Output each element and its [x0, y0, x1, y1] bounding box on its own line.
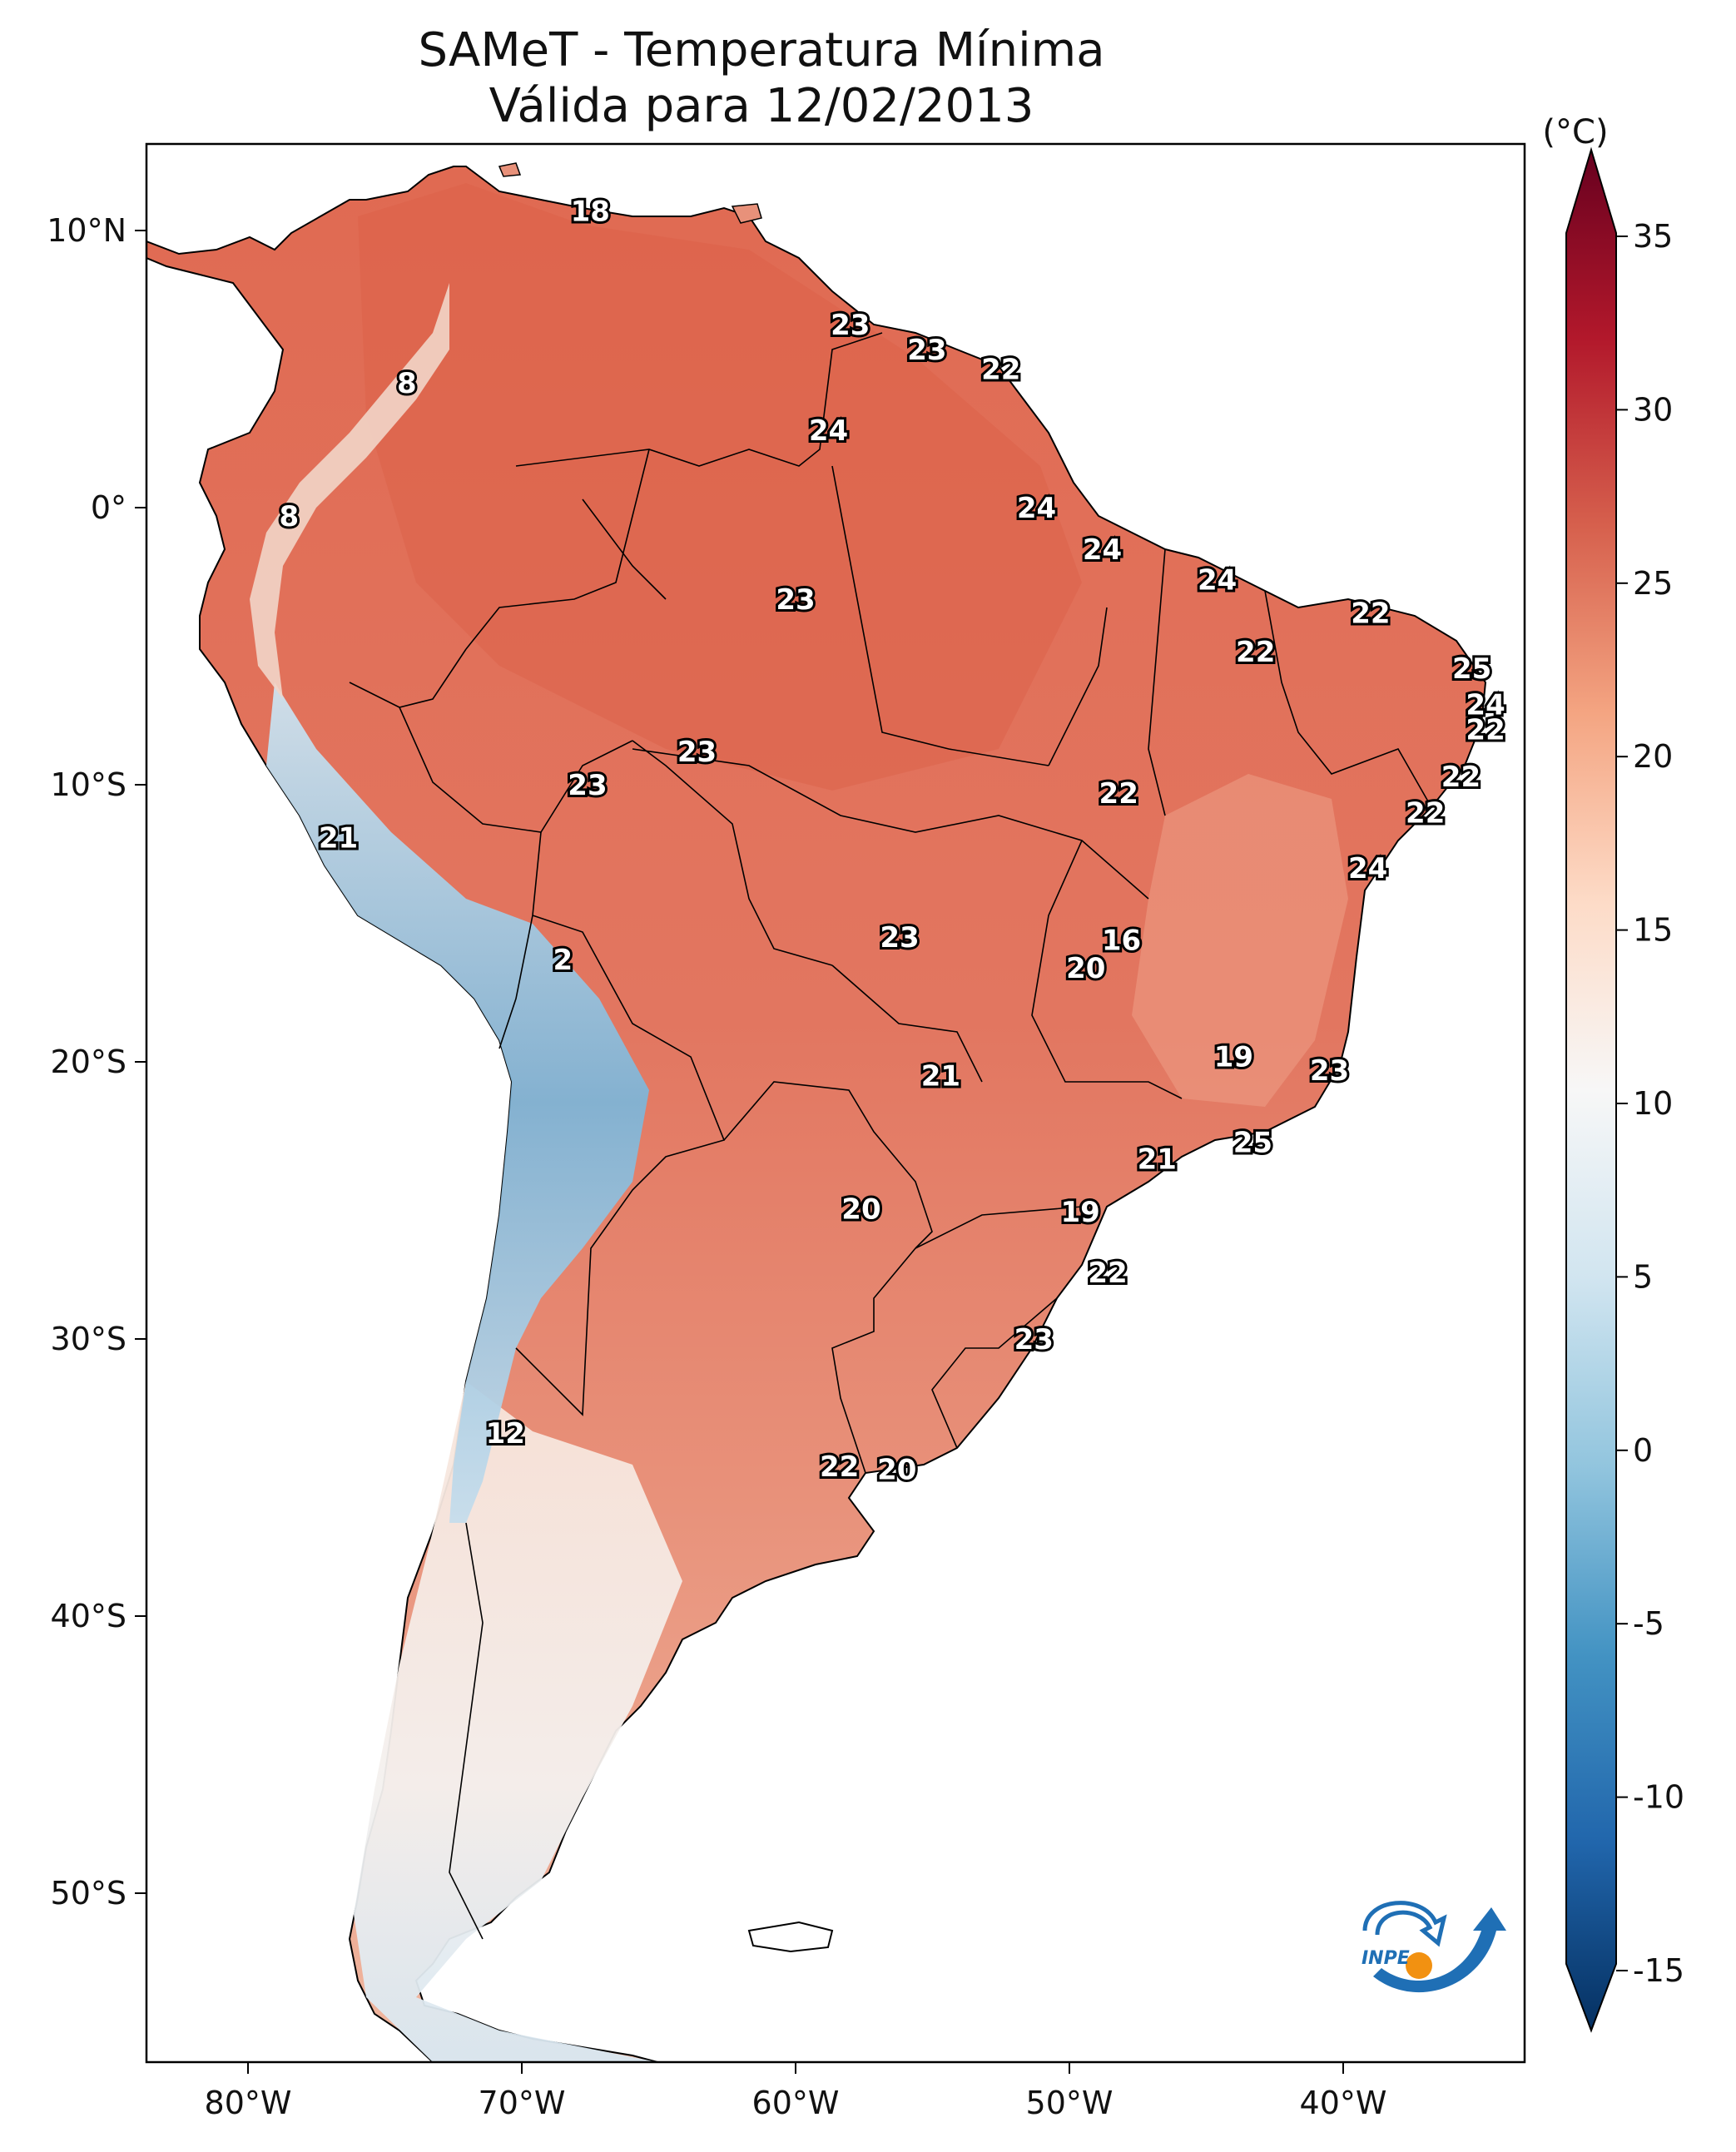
lat-tick-label: 10°S — [51, 766, 126, 803]
station-temperature-label: 22 — [981, 354, 1020, 387]
andes-cold-band — [266, 682, 649, 1523]
station-temperature-label: 21 — [319, 821, 358, 855]
caribbean-islands — [498, 162, 762, 224]
station-temperature-label: 22 — [820, 1450, 859, 1484]
station-temperature-label: 16 — [1102, 924, 1141, 957]
station-temperature-label: 21 — [921, 1060, 960, 1093]
station-temperature-label: 25 — [1233, 1127, 1272, 1160]
station-temperature-label: 23 — [880, 921, 919, 955]
lat-tick-label: 50°S — [51, 1875, 126, 1912]
station-temperature-label: 8 — [397, 367, 417, 400]
lon-tick-label: 60°W — [752, 2085, 840, 2121]
station-temperature-label: 23 — [568, 769, 607, 802]
station-temperature-label: 24 — [809, 414, 848, 448]
map-subtitle: Válida para 12/02/2013 — [489, 79, 1034, 133]
lon-tick-label: 50°W — [1026, 2085, 1114, 2121]
station-temperature-label: 22 — [1466, 713, 1505, 746]
station-temperature-label: 22 — [1236, 636, 1275, 669]
station-temperature-label: 25 — [1452, 652, 1491, 686]
station-temperature-label: 18 — [571, 196, 610, 229]
colorbar-tick-label: 20 — [1633, 738, 1673, 775]
patagonia-cool-region — [354, 1381, 682, 2062]
station-temperature-label: 23 — [1310, 1054, 1349, 1088]
colorbar-tick-label: 5 — [1633, 1258, 1653, 1295]
colorbar-tick-label: -5 — [1633, 1605, 1664, 1642]
station-temperature-label: 22 — [1406, 796, 1445, 830]
brazil-highland-region — [1132, 774, 1348, 1107]
colorbar-tick-label: -15 — [1633, 1952, 1684, 1989]
station-temperature-label: 24 — [1348, 852, 1387, 885]
lat-tick-label: 40°S — [51, 1598, 126, 1634]
colorbar-tick-label: 35 — [1633, 218, 1673, 255]
map-frame — [145, 142, 1526, 2064]
station-temperature-label: 2 — [553, 944, 573, 977]
station-temperature-label: 24 — [1466, 688, 1505, 721]
station-temperature-label: 20 — [1066, 952, 1105, 985]
colorbar-tick-label: 25 — [1633, 565, 1673, 602]
station-temperature-label: 19 — [1060, 1196, 1099, 1229]
station-temperature-label: 22 — [1099, 777, 1138, 811]
lon-tick-label: 40°W — [1300, 2085, 1387, 2121]
station-temperature-label: 19 — [1214, 1040, 1253, 1074]
lon-tick-label: 80°W — [205, 2085, 292, 2121]
station-temperature-label: 8 — [280, 500, 300, 533]
station-temperature-label: 23 — [1014, 1323, 1054, 1356]
colorbar-gradient — [1565, 146, 1617, 2033]
station-temperature-label: 23 — [831, 309, 870, 342]
station-temperature-label: 24 — [1083, 533, 1122, 567]
station-temperature-label: 23 — [907, 334, 946, 367]
station-labels: 1888232322242424242322222524222222242223… — [277, 193, 1508, 1490]
latitude-axis: 10°N 0° 10°S 20°S 30°S 40°S 50°S — [47, 212, 146, 1912]
station-temperature-label: 20 — [877, 1454, 916, 1487]
inpe-logo: INPE — [1362, 1901, 1506, 1993]
station-temperature-label: 23 — [776, 583, 815, 617]
station-temperature-label: 22 — [1441, 761, 1481, 794]
map-title: SAMeT - Temperatura Mínima — [418, 23, 1105, 77]
colorbar-tick-label: -10 — [1633, 1779, 1684, 1816]
station-temperature-label: 21 — [1138, 1143, 1177, 1177]
colorbar-unit: (°C) — [1542, 113, 1608, 151]
colorbar-tick-label: 10 — [1633, 1085, 1673, 1122]
logo-text: INPE — [1362, 1948, 1410, 1969]
lon-tick-label: 70°W — [479, 2085, 566, 2121]
station-temperature-label: 23 — [677, 736, 717, 769]
colorbar-tick-label: 30 — [1633, 391, 1673, 428]
northern-andes-strip — [250, 283, 449, 699]
station-temperature-label: 24 — [1017, 492, 1056, 525]
station-temperature-label: 24 — [1198, 564, 1237, 598]
political-borders — [349, 332, 1432, 1940]
station-temperature-label: 12 — [486, 1417, 525, 1450]
lat-tick-label: 20°S — [51, 1044, 126, 1080]
station-temperature-label: 22 — [1088, 1257, 1127, 1290]
falkland-islands — [747, 1921, 834, 1953]
colorbar-tick-label: 0 — [1633, 1432, 1653, 1469]
colorbar-tick-label: 15 — [1633, 912, 1673, 949]
lat-tick-label: 10°N — [47, 212, 126, 249]
station-temperature-label: 20 — [841, 1193, 880, 1226]
warm-core-region — [358, 183, 1082, 791]
station-temperature-label: 22 — [1351, 598, 1390, 631]
lat-tick-label: 0° — [91, 489, 126, 526]
colorbar: (°C) 35 30 25 20 15 10 5 0 -5 -10 -15 — [1542, 113, 1684, 2033]
longitude-axis: 80°W 70°W 60°W 50°W 40°W — [205, 2062, 1387, 2121]
lat-tick-label: 30°S — [51, 1321, 126, 1357]
